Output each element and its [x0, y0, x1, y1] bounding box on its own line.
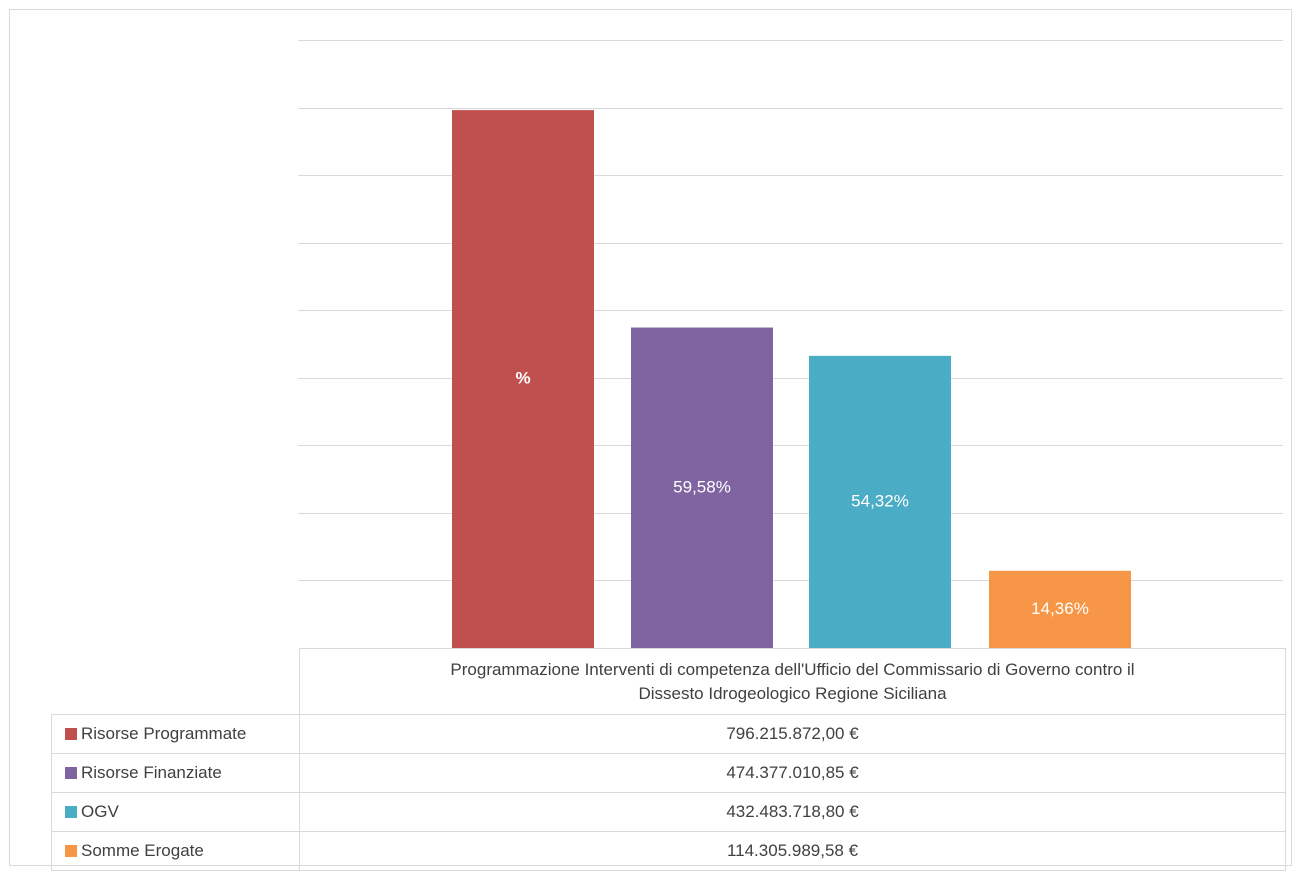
bar-data-label: % — [515, 369, 530, 388]
legend-entry-risorse-programmate: Risorse Programmate — [51, 714, 300, 754]
table-row: Somme Erogate 114.305.989,58 € — [51, 831, 1286, 871]
value-ogv: 432.483.718,80 € — [299, 792, 1286, 832]
category-label: Programmazione Interventi di competenza … — [299, 648, 1286, 715]
legend-label: Risorse Finanziate — [81, 763, 222, 782]
bar-data-label: 14,36% — [1031, 599, 1089, 618]
category-label-line-1: Programmazione Interventi di competenza … — [450, 659, 1135, 679]
legend-entry-risorse-finanziate: Risorse Finanziate — [51, 753, 300, 793]
bar-data-label: 54,32% — [851, 491, 909, 510]
legend-key-0 — [65, 728, 77, 740]
bar-data-label: 59,58% — [673, 477, 731, 496]
legend-key-3 — [65, 845, 77, 857]
legend-key-2 — [65, 806, 77, 818]
bar-risorse-programmate — [452, 110, 594, 649]
category-label-line-2: Dissesto Idrogeologico Regione Siciliana — [638, 683, 947, 703]
bars — [452, 110, 1131, 649]
data-table: Programmazione Interventi di competenza … — [51, 648, 1286, 871]
legend-entry-somme-erogate: Somme Erogate — [51, 831, 300, 871]
legend-label: OGV — [81, 802, 119, 821]
value-somme-erogate: 114.305.989,58 € — [299, 831, 1286, 871]
table-corner — [51, 648, 300, 715]
value-risorse-programmate: 796.215.872,00 € — [299, 714, 1286, 754]
bar-ogv — [809, 355, 951, 648]
bar-risorse-finanziate — [631, 327, 773, 648]
value-risorse-finanziate: 474.377.010,85 € — [299, 753, 1286, 793]
bar-labels: % 59,58% 54,32% 14,36% — [515, 369, 1088, 618]
legend-key-1 — [65, 767, 77, 779]
legend-label: Somme Erogate — [81, 841, 204, 860]
table-row: Risorse Programmate 796.215.872,00 € — [51, 714, 1286, 754]
table-row: Risorse Finanziate 474.377.010,85 € — [51, 753, 1286, 793]
table-row: OGV 432.483.718,80 € — [51, 792, 1286, 832]
bar-somme-erogate — [989, 570, 1131, 648]
legend-label: Risorse Programmate — [81, 724, 247, 743]
category-row: Programmazione Interventi di competenza … — [51, 648, 1286, 715]
legend-entry-ogv: OGV — [51, 792, 300, 832]
gridlines — [298, 40, 1283, 581]
